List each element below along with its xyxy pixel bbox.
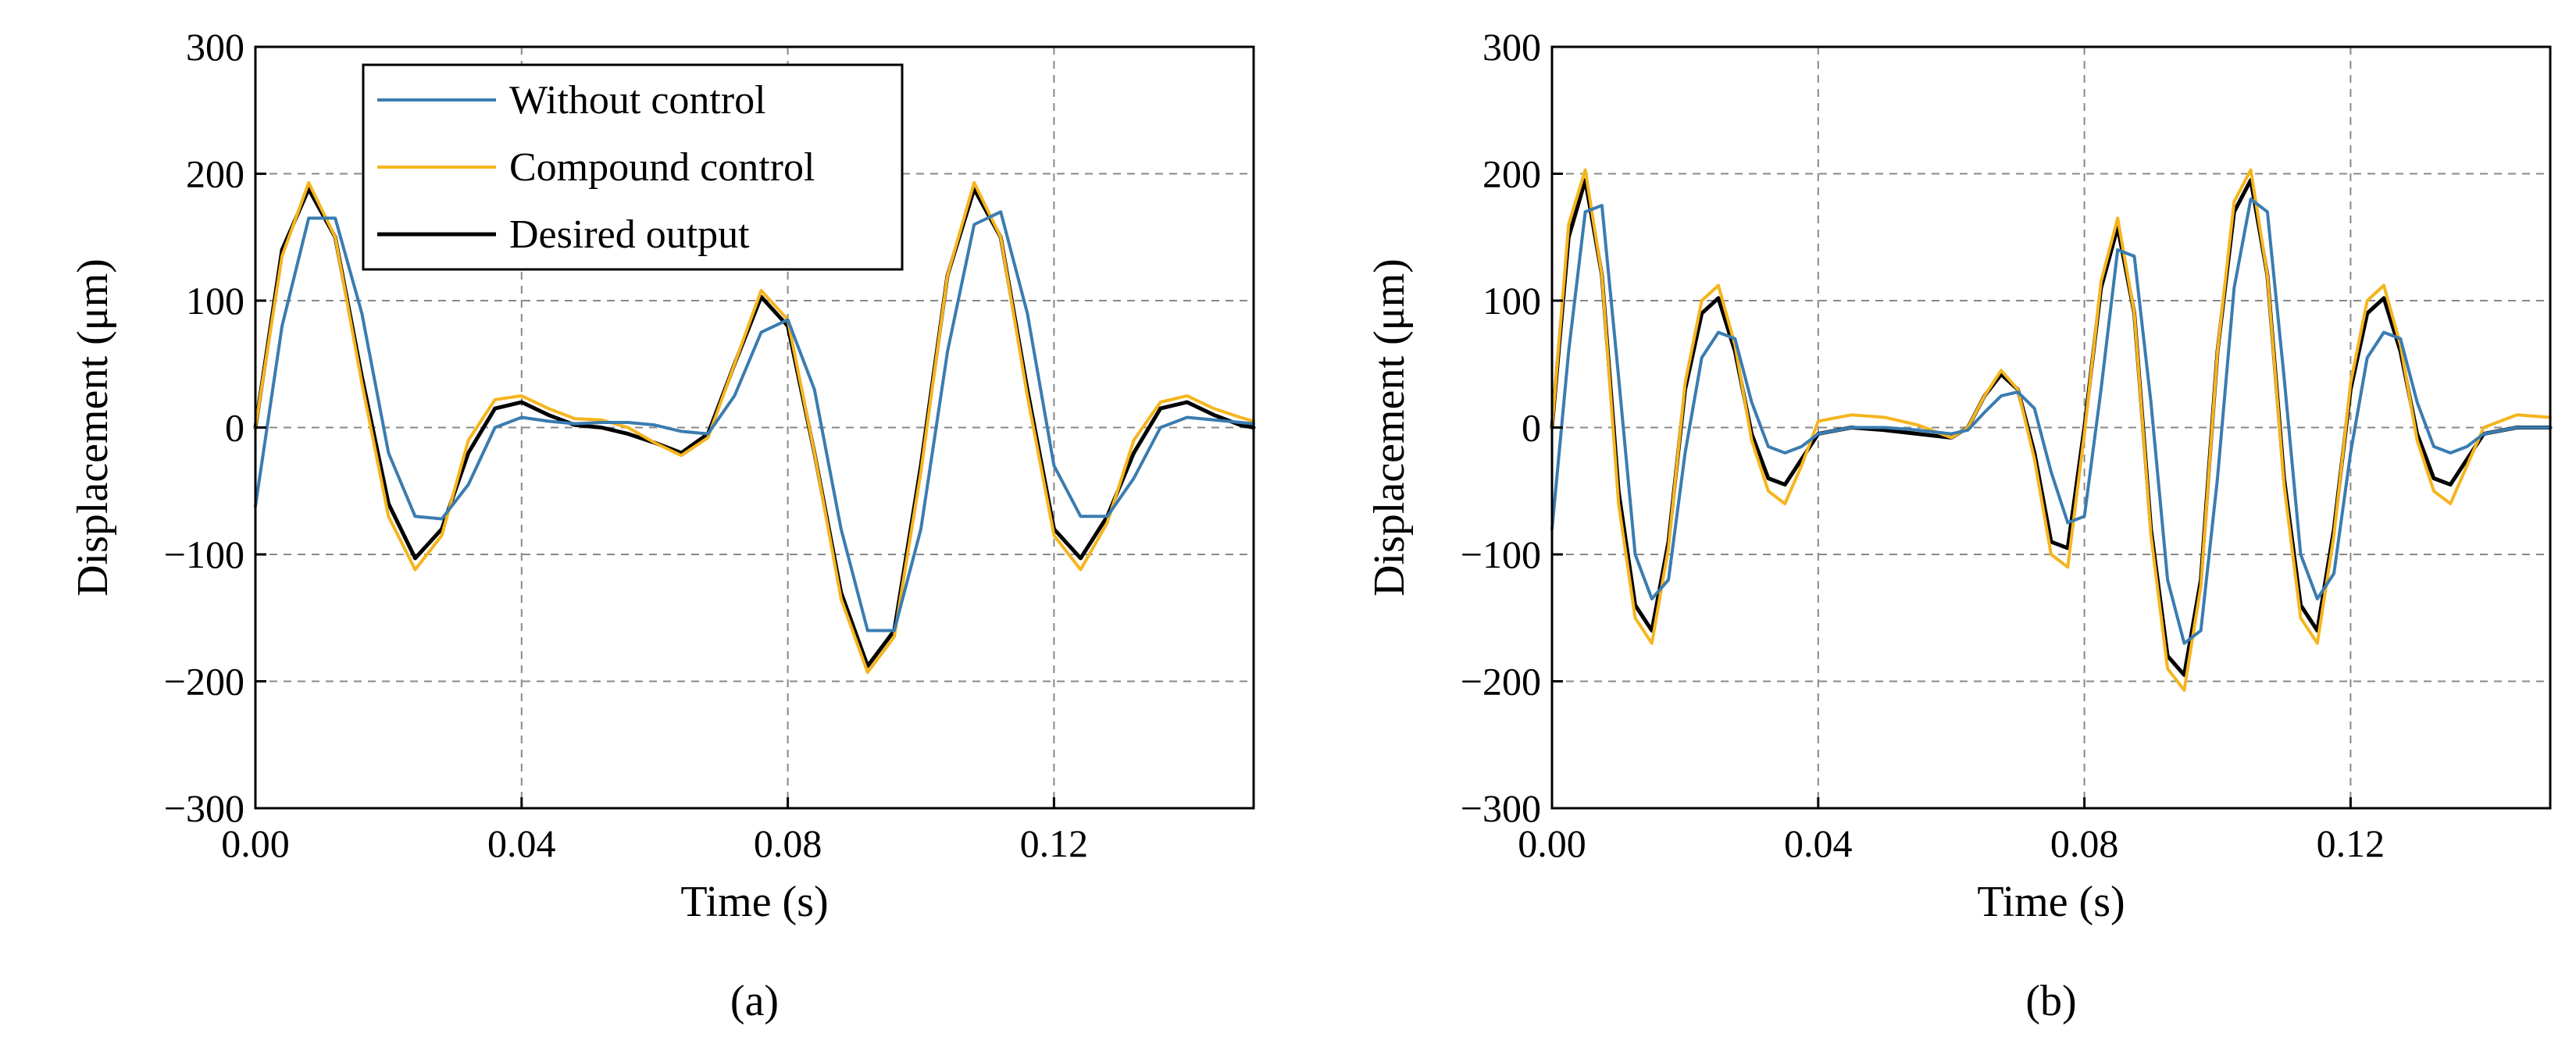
series-line-without-control (254, 210, 1255, 633)
y-axis-label: Displacement (μm) (1365, 258, 1414, 597)
y-tick-label: 300 (1482, 25, 1541, 69)
series-line-compound-control (1550, 168, 2552, 692)
y-tick-label: 200 (186, 152, 244, 196)
y-axis-label: Displacement (μm) (69, 258, 117, 597)
y-tick-label: 300 (186, 25, 244, 69)
panel-caption: (b) (2025, 977, 2076, 1025)
series-line-desired-output (253, 187, 1256, 668)
panel-a: 0.00 0.04 0.08 0.12 −300 −200 −100 0 100 200 300 Ti… (69, 25, 1256, 1025)
panel-caption: (a) (730, 977, 779, 1025)
x-tick-label: 0.08 (754, 821, 822, 865)
series-line-without-control (1550, 198, 2552, 645)
x-tick-label: 0.00 (1518, 821, 1586, 865)
y-tick-label: 0 (225, 406, 244, 450)
legend: Without control Compound control Desired o… (362, 63, 904, 271)
x-tick-label: 0.04 (487, 821, 556, 865)
y-tick-label: 200 (1482, 152, 1541, 196)
x-axis-label: Time (s) (680, 878, 828, 926)
x-tick-label: 0.04 (1784, 821, 1853, 865)
x-tick-label: 0.12 (1020, 821, 1089, 865)
series-line-desired-output (1550, 178, 2553, 677)
x-axis-label: Time (s) (1977, 878, 2125, 926)
x-tick-label: 0.12 (2317, 821, 2385, 865)
x-tick-label: 0.08 (2050, 821, 2119, 865)
y-tick-label: −100 (1461, 533, 1541, 576)
x-tick-label: 0.00 (221, 821, 290, 865)
legend-label: Compound control (509, 145, 815, 190)
y-tick-label: −100 (164, 533, 244, 576)
series-line-compound-control (254, 180, 1255, 675)
legend-label: Desired output (509, 212, 750, 257)
y-tick-label: −300 (1461, 786, 1541, 830)
panel-b: 0.00 0.04 0.08 0.12 −300 −200 −100 0 100 200 300 Ti… (1365, 25, 2553, 1025)
y-tick-label: 100 (1482, 279, 1541, 323)
y-tick-label: −200 (1461, 660, 1541, 704)
y-tick-label: −200 (164, 660, 244, 704)
y-tick-label: 0 (1522, 406, 1541, 450)
y-tick-label: −300 (164, 786, 244, 830)
y-tick-label: 100 (186, 279, 244, 323)
legend-label: Without control (509, 78, 766, 123)
